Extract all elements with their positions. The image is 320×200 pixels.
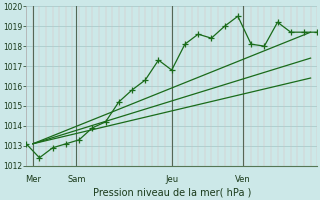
- X-axis label: Pression niveau de la mer( hPa ): Pression niveau de la mer( hPa ): [92, 187, 251, 197]
